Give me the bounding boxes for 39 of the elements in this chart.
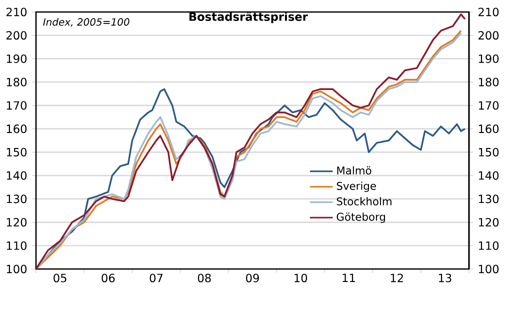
y2-tick-label: 100 [478,264,499,274]
y-tick-label: 200 [6,31,27,40]
y-tick-label: 150 [6,148,27,156]
legend-label: Stockholm [336,197,392,206]
y2-tick-label: 210 [478,8,499,16]
annotation: Index, 2005=100 [43,18,130,27]
x-tick-label: 13 [438,274,452,282]
x-tick-label: 12 [390,274,403,282]
y2-tick-label: 160 [478,124,499,134]
x-tick-label: 09 [246,274,259,282]
legend-label: Malmö [337,166,372,175]
x-tick-label: 10 [294,274,308,282]
x-tick-label: 08 [198,274,211,282]
y2-tick-label: 130 [478,194,499,204]
y2-tick-label: 180 [478,78,499,86]
x-tick-label: 07 [150,274,163,282]
y-tick-label: 170 [6,101,27,110]
x-tick-label: 06 [102,274,115,282]
y2-tick-label: 190 [478,54,499,64]
chart-title: Bostadsrättspriser [189,12,308,24]
legend-label: Sverige [336,182,376,192]
y-tick-label: 120 [6,218,27,227]
y2-tick-label: 140 [478,171,499,180]
legend-label: Göteborg [336,212,386,223]
y2-tick-label: 110 [478,241,499,250]
y2-tick-label: 170 [478,101,499,110]
y-tick-label: 140 [6,171,27,180]
y-tick-label: 210 [6,8,27,16]
y-tick-label: 110 [6,241,27,250]
y-tick-label: 190 [6,54,27,64]
x-tick-label: 11 [342,274,355,282]
y2-tick-label: 200 [478,31,499,40]
y-tick-label: 160 [6,124,27,134]
x-tick-label: 05 [54,274,66,282]
y-tick-label: 130 [6,194,27,204]
y2-tick-label: 120 [478,218,499,227]
y-tick-label: 100 [6,264,27,274]
y2-tick-label: 150 [478,148,499,156]
y-tick-label: 180 [6,78,27,86]
